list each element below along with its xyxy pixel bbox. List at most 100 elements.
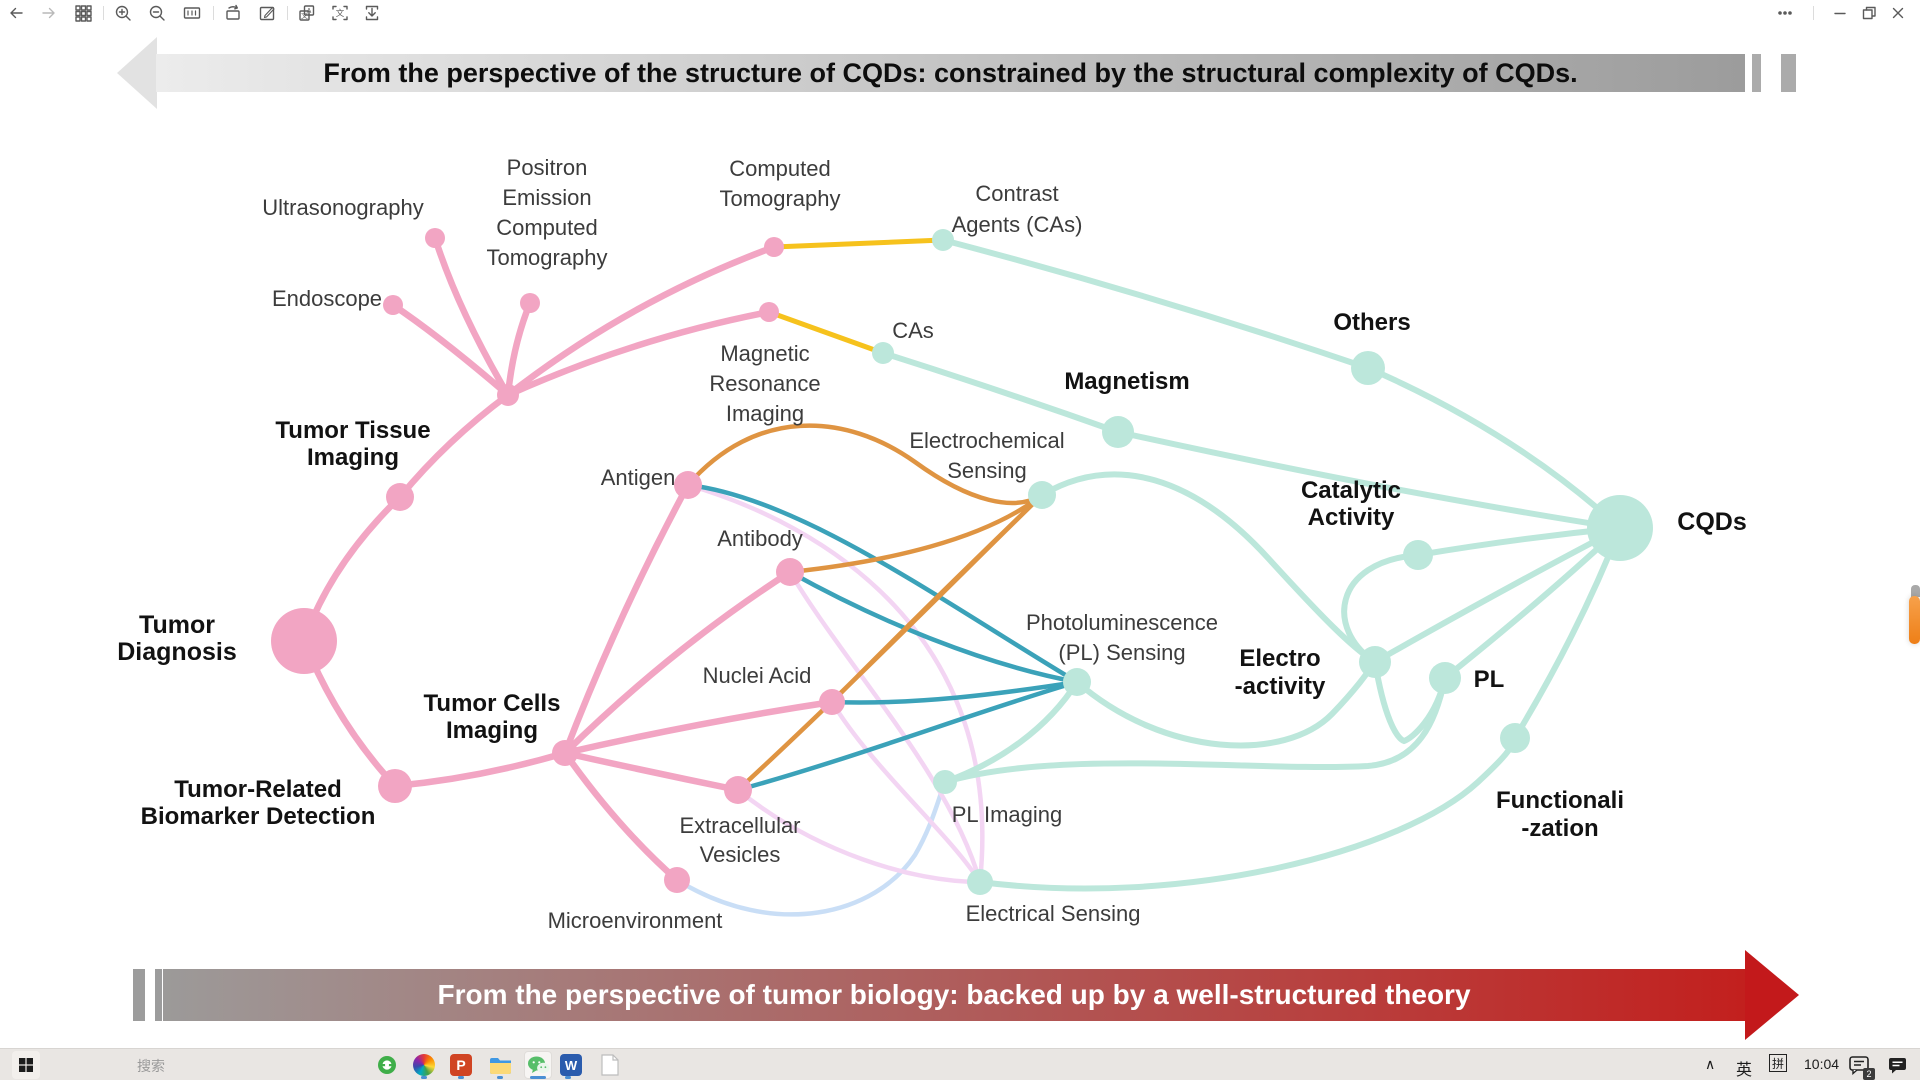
label-cagents: Contrast Agents (CAs) [952,181,1083,237]
zoom-in-icon[interactable] [113,3,133,23]
edge-ct-cagents [771,237,946,250]
save-icon[interactable] [362,3,382,23]
close-icon[interactable] [1888,3,1908,23]
minimize-icon[interactable] [1830,3,1850,23]
chat-bubble-filled-icon [1888,1057,1906,1073]
node-catalytic [1403,540,1433,570]
node-pls [1063,668,1091,696]
svg-text:A: A [307,8,312,15]
label-antibody: Antibody [717,526,803,551]
edge-es-electro [1039,471,1378,665]
taskbar-app-color-wheel-browser[interactable] [410,1051,438,1079]
tray-notifications-button[interactable]: 2 [1846,1051,1875,1080]
taskbar-app-wechat[interactable] [524,1051,552,1079]
taskbar-app-word[interactable]: W [557,1051,585,1079]
edge-ev-elsens [735,787,983,885]
edge-hub2-micro [561,749,681,884]
tray-chevron-icon[interactable]: ∧ [1705,1056,1716,1072]
node-endo [383,295,403,315]
label-plimg: PL Imaging [952,802,1062,827]
node-tissue [386,483,414,511]
node-ultra [425,228,445,248]
label-pl: PL [1474,666,1505,693]
taskbar-app-blank-document[interactable] [596,1051,624,1079]
edge-biomarker-hub2 [391,749,569,790]
edge-pl-cqds [1442,525,1623,681]
thumbnails-icon[interactable] [73,3,93,23]
tray-ime-indicator[interactable]: 拼 [1769,1054,1787,1072]
running-indicator-active [530,1076,546,1079]
edge-cagents-others [940,237,1371,371]
rotate-icon[interactable] [223,3,243,23]
edge-func-cqds [1512,525,1623,741]
zoom-out-icon[interactable] [147,3,167,23]
node-magnetism [1102,416,1134,448]
label-pls: Photoluminescence (PL) Sensing [1026,610,1218,665]
edge-hub2-nucleic [561,698,836,757]
label-ultra: Ultrasonography [262,195,423,220]
node-cas [872,342,894,364]
label-tissue: Tumor Tissue Imaging [275,417,430,471]
edge-plimg-pl [942,675,1448,785]
node-pl [1429,662,1461,694]
ocr-icon[interactable]: 文 [330,3,350,23]
label-td: Tumor Diagnosis [117,611,236,666]
tray-clock[interactable]: 10:04 [1804,1056,1840,1072]
top-banner-dash [1781,54,1796,92]
edge-antibody-pls [787,569,1080,685]
edge-micro-plimg [674,779,948,917]
windows-logo-icon [19,1058,33,1072]
edge-hub1-endo [389,301,512,399]
edge-antibody-elsens [787,569,983,885]
edge-mri-cas [766,309,886,356]
toolbar-separator [1813,6,1814,20]
file-explorer-icon [489,1057,511,1074]
toolbar-separator [287,6,288,20]
node-mri [759,302,779,322]
taskbar-app-browser-360[interactable] [373,1051,401,1079]
label-elsens: Electrical Sensing [966,901,1141,926]
notification-count-badge: 2 [1863,1068,1875,1080]
edge-hub1-ultra [431,234,512,399]
edge-antigen-elsens [685,482,985,885]
taskbar-app-file-explorer[interactable] [486,1051,514,1079]
taskbar-search[interactable]: 搜索 [137,1058,165,1074]
edge-magnetism-cqds [1115,429,1623,531]
node-antibody [776,558,804,586]
edge-elsens-func [977,735,1518,892]
restore-icon[interactable] [1859,3,1879,23]
edge-slider-handle[interactable] [1909,596,1920,644]
word-icon: W [560,1054,582,1076]
toolbar-separator [213,6,214,20]
edge-hub2-antigen [561,481,692,757]
svg-text:文: 文 [336,8,345,18]
node-func [1500,723,1530,753]
powerpoint-icon: P [450,1054,472,1076]
more-options-icon[interactable] [1775,3,1795,23]
label-magnetism: Magnetism [1064,368,1189,395]
actual-size-icon[interactable] [182,3,202,23]
svg-text:文: 文 [301,11,308,20]
edge-nucleic-elsens [829,699,983,885]
forward-icon[interactable] [39,3,59,23]
edge-others-cqds [1365,365,1623,531]
bottom-banner-dash [133,969,145,1021]
start-button[interactable] [12,1051,40,1079]
back-icon[interactable] [6,3,26,23]
edit-icon[interactable] [257,3,277,23]
label-cas: CAs [892,318,934,343]
tray-action-center-button[interactable] [1884,1051,1910,1079]
running-indicator [565,1076,571,1079]
edge-pls-electro [1074,659,1378,749]
label-ct: Computed Tomography [719,156,840,211]
edge-tissue-hub1 [396,391,512,501]
label-hub2: Tumor Cells Imaging [424,690,561,744]
tray-language-indicator[interactable]: 英 [1736,1062,1753,1079]
bottom-banner: From the perspective of tumor biology: b… [163,969,1745,1021]
edge-ev-es [735,492,1045,793]
node-electro [1359,646,1391,678]
taskbar-app-powerpoint[interactable]: P [447,1051,475,1079]
